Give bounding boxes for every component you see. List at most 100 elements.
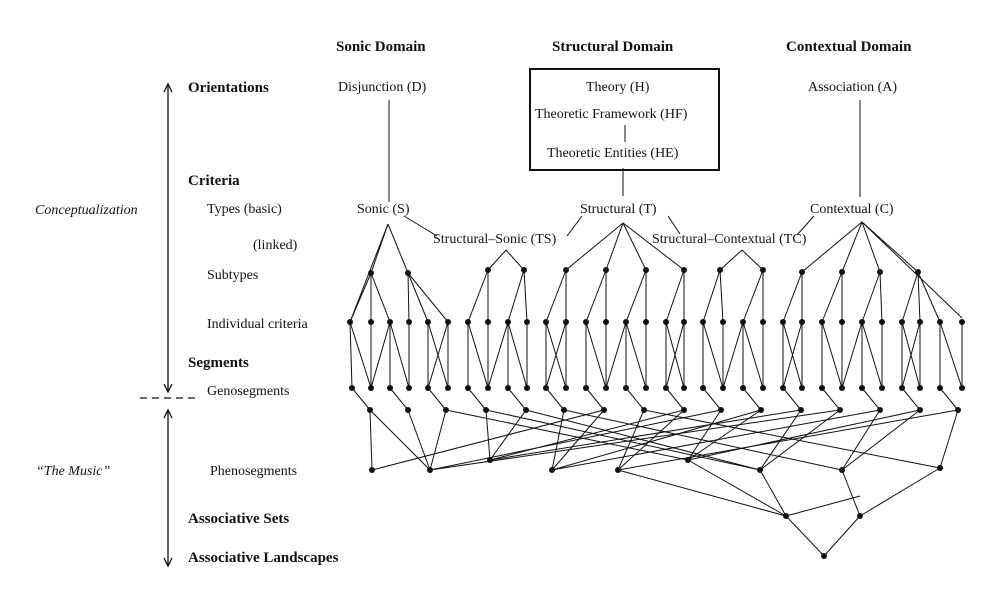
genosegment-node-dot xyxy=(700,385,706,391)
genosegment-link-line xyxy=(351,387,371,411)
genosegment-node-dot xyxy=(465,385,471,391)
genosegment-link-line xyxy=(665,387,685,411)
criterion-cross-line xyxy=(782,321,803,389)
subtype-node-dot xyxy=(799,269,805,275)
genosegment-node-dot xyxy=(485,385,491,391)
phenosegment-to-set-line xyxy=(859,467,941,517)
genosegment-to-phenosegment-line xyxy=(485,409,491,461)
contextual-type-node: Contextual (C) xyxy=(810,202,894,217)
subtype-node-dot xyxy=(603,267,609,273)
genosegment-node-dot xyxy=(583,385,589,391)
genosegment-node-dot xyxy=(837,407,843,413)
subtype-to-criterion-line xyxy=(821,271,843,323)
genosegment-link-line xyxy=(742,387,762,411)
criterion-node-dot xyxy=(387,319,393,325)
level-associative-sets: Associative Sets xyxy=(188,511,290,527)
criterion-node-dot xyxy=(760,319,766,325)
genosegment-link-line xyxy=(625,387,645,411)
subtype-node-dot xyxy=(760,267,766,273)
criterion-cross-line xyxy=(665,321,685,389)
level-criteria: Criteria xyxy=(188,173,240,189)
genosegment-node-dot xyxy=(543,385,549,391)
set-cross-line xyxy=(785,495,861,517)
criterion-cross-line xyxy=(861,321,883,389)
criterion-cross-line xyxy=(625,321,647,389)
genosegment-node-dot xyxy=(955,407,961,413)
sonic-domain-header: Sonic Domain xyxy=(336,39,426,55)
criterion-node-dot xyxy=(917,319,923,325)
connector-line xyxy=(719,249,743,271)
connector-line xyxy=(565,222,624,271)
connector-line xyxy=(387,223,409,274)
genosegment-link-line xyxy=(702,387,722,411)
genosegment-link-line xyxy=(782,387,802,411)
associative-set-node-dot xyxy=(857,513,863,519)
criterion-node-dot xyxy=(780,319,786,325)
phenosegment-node-dot xyxy=(937,465,943,471)
level-orientations: Orientations xyxy=(188,80,269,96)
phenosegment-node-dot xyxy=(369,467,375,473)
phenosegment-node-dot xyxy=(839,467,845,473)
criterion-node-dot xyxy=(583,319,589,325)
criterion-node-dot xyxy=(465,319,471,325)
criterion-node-dot xyxy=(445,319,451,325)
subtype-node-dot xyxy=(643,267,649,273)
connector-line xyxy=(861,221,881,273)
genosegment-to-phenosegment-line xyxy=(939,409,959,469)
genosegment-to-phenosegment-line xyxy=(841,409,921,471)
genosegment-to-phenosegment-line xyxy=(489,409,802,461)
criterion-node-dot xyxy=(819,319,825,325)
criterion-node-dot xyxy=(700,319,706,325)
genosegment-to-phenosegment-line xyxy=(445,409,689,461)
genosegment-node-dot xyxy=(681,407,687,413)
genosegment-to-phenosegment-line xyxy=(687,409,921,461)
genosegment-to-phenosegment-line xyxy=(617,409,645,471)
criterion-cross-line xyxy=(585,321,607,389)
genosegment-node-dot xyxy=(443,407,449,413)
genosegment-link-line xyxy=(507,387,527,411)
conceptualization-arrow-down-icon xyxy=(163,383,173,394)
music-arrow-down-icon xyxy=(163,557,173,568)
subtype-node-dot xyxy=(563,267,569,273)
subtype-to-criterion-line xyxy=(782,271,803,323)
sonic-to-structural-sonic-line xyxy=(403,215,438,237)
association-node: Association (A) xyxy=(808,80,898,95)
subtype-node-dot xyxy=(521,267,527,273)
subtype-to-criterion-line xyxy=(545,269,567,323)
subtype-to-criterion-line xyxy=(625,269,647,323)
genosegment-node-dot xyxy=(917,385,923,391)
criterion-node-dot xyxy=(425,319,431,325)
phenosegment-to-set-line xyxy=(759,469,787,517)
criterion-node-dot xyxy=(663,319,669,325)
subtype-to-criterion-line xyxy=(467,269,489,323)
criterion-cross-line xyxy=(841,321,863,389)
genosegment-to-phenosegment-line xyxy=(617,409,959,471)
level-individual-criteria: Individual criteria xyxy=(207,317,308,332)
criterion-node-dot xyxy=(603,319,609,325)
genosegment-link-line xyxy=(861,387,881,411)
criterion-cross-line xyxy=(901,321,921,389)
criterion-node-dot xyxy=(937,319,943,325)
subtype-to-criterion-line xyxy=(523,269,528,323)
genosegment-node-dot xyxy=(937,385,943,391)
subtype-to-criterion-line xyxy=(407,272,449,323)
criterion-cross-line xyxy=(389,321,410,389)
connector-line xyxy=(605,222,624,271)
genosegment-node-dot xyxy=(524,385,530,391)
criterion-node-dot xyxy=(879,319,885,325)
genosegment-node-dot xyxy=(663,385,669,391)
genosegment-to-phenosegment-line xyxy=(489,409,685,461)
criterion-node-dot xyxy=(959,319,965,325)
criterion-node-dot xyxy=(643,319,649,325)
subtype-to-criterion-line xyxy=(349,272,372,323)
genosegment-to-phenosegment-line xyxy=(407,409,431,471)
connector-line xyxy=(841,221,863,273)
subtype-to-criterion-line xyxy=(861,271,881,323)
phenosegment-to-set-line xyxy=(617,469,787,517)
genosegment-node-dot xyxy=(877,407,883,413)
structural-to-structural-contextual-line xyxy=(667,215,681,235)
theoretic-framework-node: Theoretic Framework (HF) xyxy=(535,107,688,122)
subtype-to-criterion-line xyxy=(665,269,685,323)
subtype-node-dot xyxy=(368,270,374,276)
genosegment-node-dot xyxy=(718,407,724,413)
